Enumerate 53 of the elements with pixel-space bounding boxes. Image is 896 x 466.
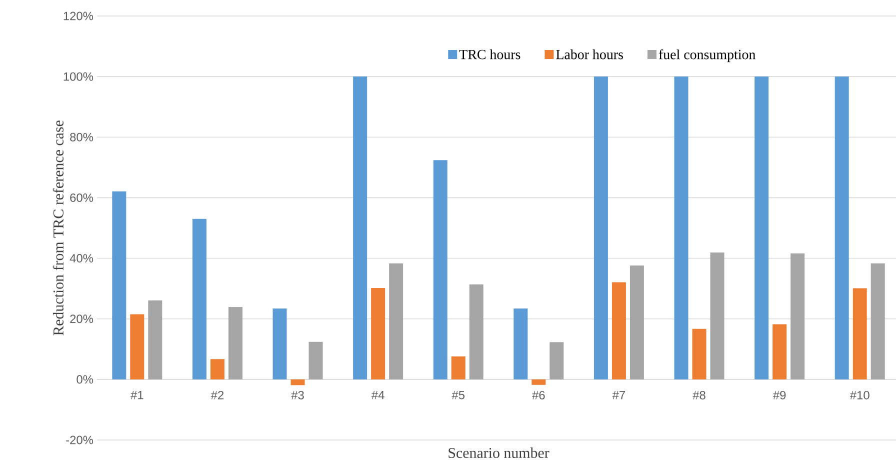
y-tick-label: -20% [66, 436, 94, 444]
x-tick-label: #5 [452, 390, 464, 400]
x-tick-label: #6 [532, 390, 545, 400]
y-axis-title: Reduction from TRC reference case [52, 120, 64, 336]
x-tick-label: #4 [371, 390, 384, 400]
legend-label: fuel consumption [658, 49, 756, 62]
y-tick-label: 60% [70, 193, 94, 202]
bar [852, 288, 867, 380]
bar [772, 324, 787, 380]
bar [790, 253, 805, 380]
legend-label: TRC hours [459, 49, 520, 60]
x-tick-label: #10 [850, 390, 870, 400]
bar [290, 379, 305, 386]
x-tick-label: #9 [772, 390, 786, 400]
bar [433, 160, 448, 380]
bar [148, 300, 162, 380]
y-tick-label: 120% [64, 12, 94, 20]
x-tick-label: #1 [130, 390, 144, 400]
x-tick-label: #8 [692, 390, 706, 400]
bar [870, 263, 885, 380]
bar [692, 328, 706, 380]
bar [514, 308, 528, 380]
bar [210, 359, 224, 380]
bar [674, 76, 688, 380]
bar [389, 263, 404, 380]
y-tick-label: 20% [70, 314, 94, 324]
bar [130, 314, 144, 380]
y-tick-label: 80% [70, 132, 94, 142]
bar [594, 76, 608, 380]
bar [192, 218, 206, 380]
x-tick-label: #2 [210, 390, 224, 400]
x-axis-title: Scenario number [448, 448, 550, 458]
bar [630, 266, 644, 380]
bar [532, 379, 546, 385]
bar [272, 308, 287, 380]
bar [308, 342, 323, 380]
x-tick-label: #3 [291, 390, 304, 400]
bar [550, 342, 564, 380]
bar [469, 284, 484, 380]
bar [612, 282, 626, 380]
x-tick-label: #7 [612, 390, 626, 400]
bar [451, 356, 466, 380]
bar [754, 76, 769, 380]
bar [353, 76, 368, 380]
bar [710, 252, 724, 380]
bar [834, 76, 849, 380]
bar [371, 288, 386, 380]
y-tick-label: 0% [76, 375, 94, 384]
legend-label: Labor hours [556, 49, 623, 60]
bar [228, 307, 242, 380]
y-tick-label: 100% [64, 72, 94, 81]
bar [112, 191, 126, 380]
y-tick-label: 40% [70, 254, 94, 262]
